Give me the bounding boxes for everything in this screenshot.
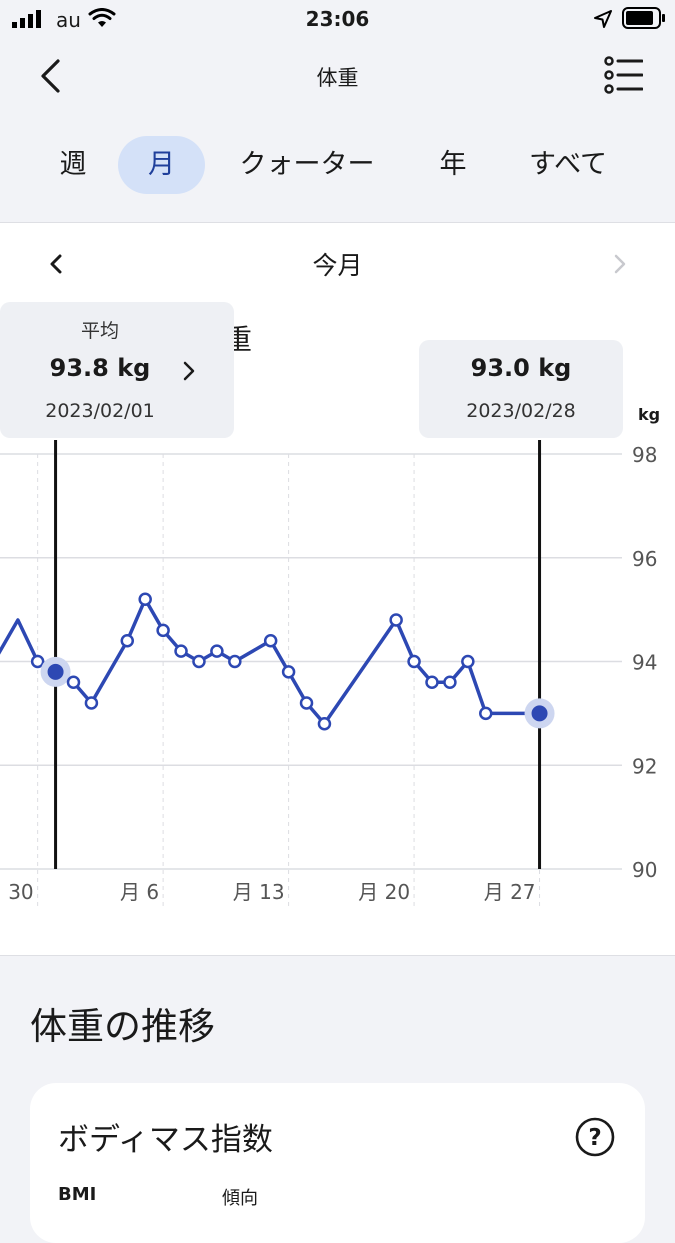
data-point xyxy=(317,717,332,731)
status-time: 23:06 xyxy=(305,7,370,31)
data-point xyxy=(120,634,135,648)
y-tick-label: 96 xyxy=(632,547,657,571)
tooltip-selected: 93.0 kg 2023/02/28 xyxy=(419,340,623,438)
data-point xyxy=(228,654,242,669)
signal-icon xyxy=(12,10,41,28)
previous-period-icon[interactable] xyxy=(46,251,66,277)
back-chevron-icon[interactable] xyxy=(38,58,64,94)
data-point xyxy=(138,592,152,606)
y-tick-label: 90 xyxy=(632,858,657,882)
bmi-column-label: BMI xyxy=(58,1184,97,1205)
tooltip-average-label: 平均 xyxy=(80,320,119,342)
x-tick-label: 月 30 xyxy=(0,880,34,904)
selected-data-point xyxy=(47,663,64,680)
data-point xyxy=(210,644,224,658)
page-title: 体重 xyxy=(316,66,359,90)
next-period-icon[interactable] xyxy=(610,251,630,277)
x-tick-label: 月 27 xyxy=(484,880,536,904)
weight-line-chart[interactable]: 98 96 94 92 90 月 30 月 6 月 13 月 20 月 27 xyxy=(0,440,675,920)
y-tick-label: 98 xyxy=(632,443,657,467)
data-point xyxy=(443,675,457,689)
data-point xyxy=(389,613,403,627)
tooltip-average-value: 93.8 kg xyxy=(49,354,151,382)
section-title: 体重の推移 xyxy=(30,1005,215,1048)
carrier-label: au xyxy=(56,8,81,32)
data-point xyxy=(263,634,278,648)
tab-quarter[interactable]: クォーター xyxy=(239,149,375,180)
data-point xyxy=(407,654,421,669)
trend-column-label: 傾向 xyxy=(222,1188,258,1209)
list-icon[interactable] xyxy=(603,55,643,95)
tooltip-selected-value: 93.0 kg xyxy=(470,354,572,382)
data-point xyxy=(174,644,188,658)
data-point xyxy=(281,665,296,679)
tab-month[interactable]: 月 xyxy=(118,136,205,194)
wifi-icon xyxy=(88,8,116,27)
chevron-right-icon xyxy=(183,361,195,381)
data-point xyxy=(479,706,493,721)
tooltip-average[interactable]: 平均 93.8 kg 2023/02/01 xyxy=(0,302,234,438)
data-point xyxy=(156,623,170,638)
y-tick-label: 92 xyxy=(632,754,657,778)
tab-all[interactable]: すべて xyxy=(528,149,608,180)
tab-week[interactable]: 週 xyxy=(59,149,87,180)
x-tick-label: 月 13 xyxy=(233,880,285,904)
tooltip-average-date: 2023/02/01 xyxy=(45,400,155,422)
x-tick-label: 月 6 xyxy=(120,880,159,904)
status-bar: au 23:06 xyxy=(0,0,675,40)
help-icon-glyph: ? xyxy=(588,1125,601,1151)
y-tick-label: 94 xyxy=(632,651,657,675)
tab-year[interactable]: 年 xyxy=(439,149,467,180)
bmi-card[interactable] xyxy=(30,1083,645,1243)
period-label: 今月 xyxy=(312,251,363,280)
x-tick-label: 月 20 xyxy=(358,880,410,904)
selected-data-point xyxy=(531,705,548,722)
tooltip-selected-date: 2023/02/28 xyxy=(466,400,576,422)
data-point xyxy=(66,675,81,689)
data-point xyxy=(299,696,314,710)
data-point xyxy=(192,654,206,669)
data-point xyxy=(425,675,439,689)
data-point xyxy=(461,654,475,669)
chart-unit-label: kg xyxy=(638,405,661,424)
data-point xyxy=(30,654,45,669)
bmi-card-title: ボディマス指数 xyxy=(58,1122,273,1158)
help-icon[interactable]: ? xyxy=(574,1116,616,1158)
data-point xyxy=(84,696,99,710)
location-arrow-icon xyxy=(594,10,612,28)
battery-icon xyxy=(622,7,665,29)
